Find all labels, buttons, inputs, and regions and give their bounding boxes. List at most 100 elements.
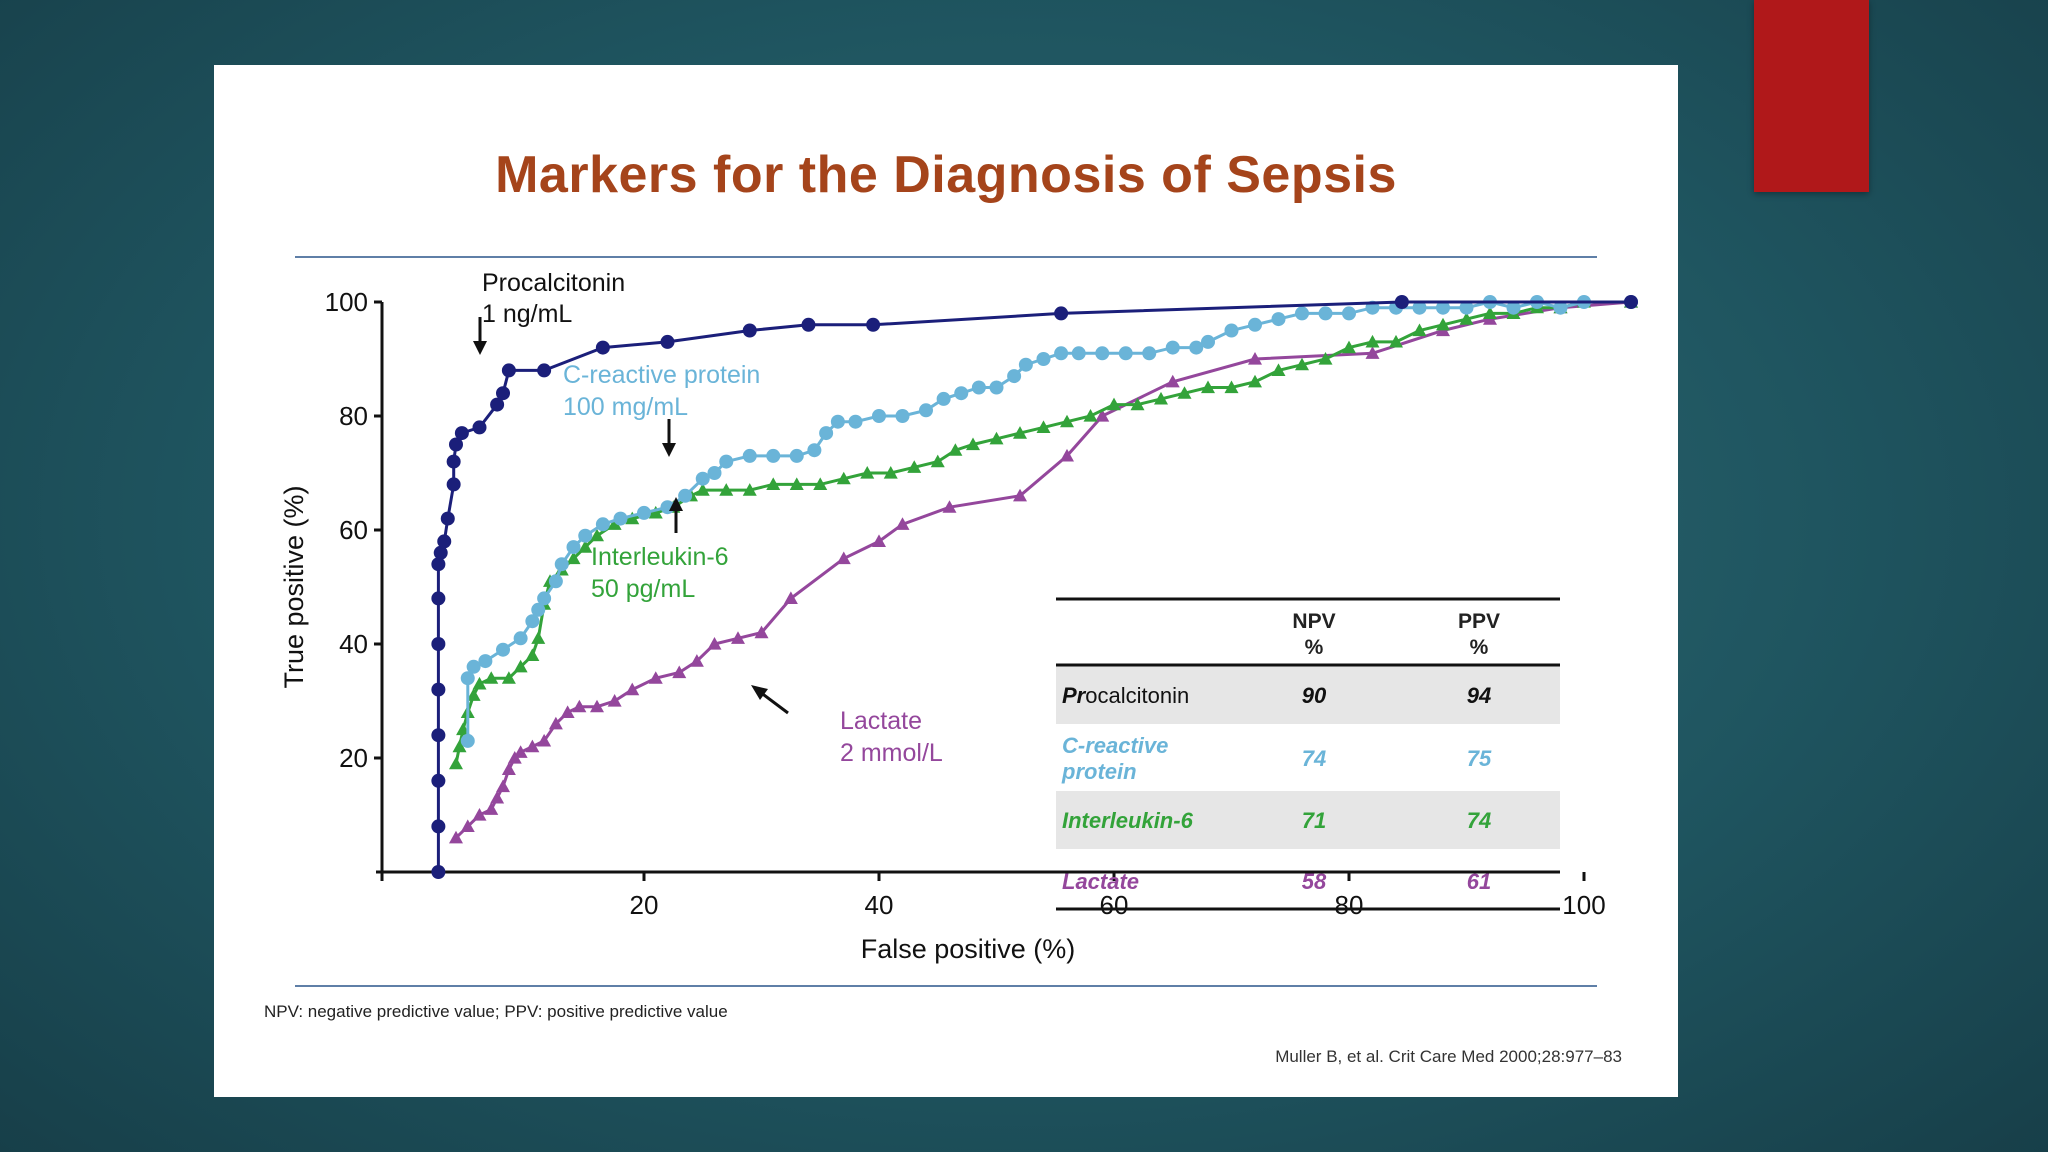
x-tick-label: 40	[865, 890, 894, 920]
citation: Muller B, et al. Crit Care Med 2000;28:9…	[1275, 1047, 1622, 1066]
table-header-ppv: PPV	[1458, 610, 1500, 633]
data-point	[648, 671, 663, 684]
data-point	[496, 779, 510, 793]
accent-tab	[1754, 0, 1869, 192]
data-point	[1394, 295, 1409, 309]
data-point	[431, 865, 446, 879]
table-row-name-bold: Pr	[1062, 683, 1087, 708]
lactate-arrow	[759, 690, 789, 715]
y-tick-label: 20	[339, 743, 368, 773]
data-point	[719, 483, 734, 496]
data-point	[548, 716, 563, 730]
data-point	[607, 694, 622, 707]
data-point	[431, 819, 446, 834]
series-procalcitonin	[431, 295, 1638, 879]
data-point	[1248, 352, 1262, 365]
data-point	[501, 671, 516, 684]
data-point	[1013, 426, 1027, 439]
data-point	[1553, 300, 1568, 315]
data-point	[1342, 340, 1356, 354]
data-point	[860, 466, 875, 479]
slide: Markers for the Diagnosis of Sepsis 20 40…	[214, 65, 1678, 1097]
data-point	[1248, 374, 1262, 388]
data-point	[1007, 369, 1022, 384]
data-point	[472, 676, 487, 690]
data-point	[1271, 312, 1286, 327]
data-point	[1095, 409, 1110, 422]
data-point	[1436, 317, 1450, 331]
data-point	[1389, 334, 1403, 348]
data-point	[1624, 295, 1638, 309]
data-point	[1118, 346, 1133, 361]
data-point	[1248, 317, 1262, 332]
data-point	[595, 340, 610, 355]
data-point	[1318, 306, 1333, 321]
table-row-name: Interleukin-6	[1062, 808, 1194, 833]
data-point	[801, 317, 816, 332]
data-point	[1271, 363, 1286, 376]
data-point	[437, 534, 452, 549]
x-tick-label: 20	[630, 890, 659, 920]
data-point	[1071, 346, 1086, 361]
il6-annotation: Interleukin-6 50 pg/mL	[591, 497, 729, 603]
data-point	[513, 745, 528, 758]
data-point	[872, 534, 886, 547]
table-row-shade	[1056, 665, 1560, 724]
table-row-name: Lactate	[1062, 869, 1139, 894]
data-point	[813, 477, 828, 490]
data-point	[1412, 300, 1427, 315]
data-point	[660, 334, 675, 349]
data-point	[637, 505, 651, 520]
data-point	[789, 448, 804, 463]
data-point	[531, 631, 546, 644]
data-point	[566, 551, 581, 565]
data-point	[595, 517, 610, 532]
data-point	[466, 659, 481, 674]
data-point	[989, 431, 1004, 445]
roc-chart: 20 40 60 80 100 20 40 60 80 100 False positive (…	[279, 269, 1638, 964]
data-point	[431, 773, 446, 788]
data-point	[490, 397, 505, 412]
data-point	[460, 671, 475, 686]
data-point	[1013, 488, 1027, 502]
data-point	[836, 551, 851, 565]
procalcitonin-annotation: Procalcitonin 1 ng/mL	[473, 269, 625, 355]
table-cell-npv: 71	[1302, 808, 1326, 833]
data-point	[830, 414, 845, 429]
data-point	[907, 460, 922, 473]
data-point	[1083, 409, 1098, 422]
data-point	[731, 631, 745, 644]
data-point	[971, 380, 986, 395]
x-tick-label: 100	[1562, 890, 1605, 920]
top-rule	[295, 256, 1597, 258]
data-point	[1165, 340, 1180, 355]
data-point	[513, 631, 528, 646]
data-point	[883, 466, 898, 479]
series-lactate	[449, 295, 1638, 844]
data-point	[872, 409, 886, 423]
data-point	[707, 466, 722, 480]
data-point	[1095, 346, 1110, 361]
data-point	[789, 477, 804, 490]
data-point	[572, 699, 587, 713]
table-cell-ppv: 75	[1467, 746, 1492, 771]
data-point	[490, 790, 505, 804]
data-point	[548, 574, 563, 589]
data-point	[578, 528, 593, 543]
y-tick-label: 40	[339, 629, 368, 659]
table-cell-ppv: 61	[1467, 869, 1491, 894]
table-row-name-line2: protein	[1061, 759, 1137, 784]
data-point	[613, 511, 628, 526]
data-point	[449, 756, 463, 770]
data-point	[1142, 346, 1157, 361]
procalcitonin-arrowhead	[473, 341, 487, 355]
table-row-name: Procalcitonin	[1062, 683, 1189, 708]
data-point	[501, 762, 516, 775]
lactate-threshold: 2 mmol/L	[840, 739, 943, 767]
data-point	[754, 625, 769, 639]
table-header-ppv-unit: %	[1470, 636, 1489, 659]
data-point	[431, 591, 446, 606]
data-point	[1060, 448, 1074, 462]
y-ticks: 20 40 60 80 100	[325, 287, 382, 773]
data-point	[1060, 414, 1074, 428]
